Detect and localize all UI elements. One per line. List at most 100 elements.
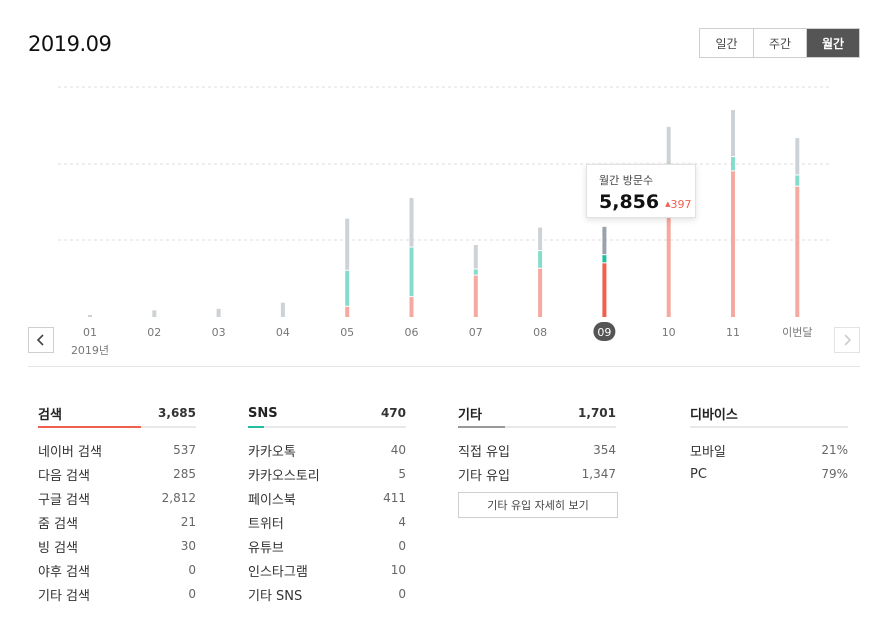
x-tick-label[interactable]: 06 <box>405 326 419 339</box>
other-stat-value: 354 <box>593 443 616 457</box>
sns-stat-label: 기타 SNS <box>248 588 303 604</box>
search-stat-value: 2,812 <box>161 491 196 505</box>
bar-sns[interactable] <box>795 175 800 186</box>
bar-other[interactable] <box>795 138 800 175</box>
bar-other[interactable] <box>731 110 735 157</box>
sns-stat-label: 유튜브 <box>248 540 284 556</box>
search-stat-row: 빙 검색 30 <box>38 534 196 558</box>
bar-sns[interactable] <box>409 247 414 297</box>
device-stat-row: PC 79% <box>690 462 848 486</box>
bar-sns[interactable] <box>473 269 478 275</box>
sns-stat-value: 0 <box>398 587 406 601</box>
chevron-left-icon <box>36 334 44 346</box>
search-stat-row: 네이버 검색 537 <box>38 438 196 462</box>
sns-stat-label: 카카오스토리 <box>248 468 320 484</box>
other-stat-row: 직접 유입 354 <box>458 438 616 462</box>
other-stat-label: 직접 유입 <box>458 444 510 460</box>
bar-search[interactable] <box>602 263 607 317</box>
x-tick-label[interactable]: 이번달 <box>782 326 812 339</box>
search-share-fill <box>38 426 141 428</box>
sns-total: 470 <box>380 406 406 420</box>
bar-search[interactable] <box>731 171 735 317</box>
up-arrow-icon: ▲ <box>665 200 671 208</box>
search-stat-row: 줌 검색 21 <box>38 510 196 534</box>
x-tick-label[interactable]: 01 <box>83 326 97 339</box>
search-stat-value: 21 <box>180 515 196 529</box>
sns-stats: SNS 470 카카오톡 40 카카오스토리 5 페이스북 411 트위터 4 유튜브 0 인스타그… <box>248 400 406 606</box>
bar-other[interactable] <box>216 308 221 317</box>
x-tick-label[interactable]: 11 <box>726 326 740 339</box>
device-stat-label: 모바일 <box>690 444 726 460</box>
search-stat-label: 기타 검색 <box>38 588 90 604</box>
tooltip-delta: ▲397 <box>665 198 692 211</box>
bar-other[interactable] <box>473 244 478 269</box>
sns-stat-row: 카카오톡 40 <box>248 438 406 462</box>
prev-period-button[interactable] <box>28 327 54 353</box>
bar-search[interactable] <box>795 186 800 317</box>
sns-stat-row: 페이스북 411 <box>248 486 406 510</box>
bar-search[interactable] <box>409 297 414 317</box>
search-stat-row: 다음 검색 285 <box>38 462 196 486</box>
year-label: 2019년 <box>71 344 109 357</box>
search-stat-label: 다음 검색 <box>38 468 90 484</box>
other-detail-button[interactable]: 기타 유입 자세히 보기 <box>458 492 618 518</box>
bar-search[interactable] <box>473 275 478 317</box>
bar-search[interactable] <box>538 268 543 317</box>
next-period-button[interactable] <box>834 327 860 353</box>
x-tick-label[interactable]: 10 <box>662 326 676 339</box>
search-title: 검색 <box>38 407 62 423</box>
x-tick-label[interactable]: 08 <box>533 326 547 339</box>
bar-other[interactable] <box>538 227 543 251</box>
tooltip-value: 5,856 <box>599 191 660 213</box>
device-stat-value: 21% <box>821 443 848 457</box>
bar-sns[interactable] <box>731 157 735 171</box>
other-share-bar <box>458 426 616 428</box>
bar-sns[interactable] <box>345 270 350 306</box>
bar-other[interactable] <box>409 197 414 247</box>
device-stat-value: 79% <box>821 467 848 481</box>
x-tick-label[interactable]: 03 <box>212 326 226 339</box>
bar-sns[interactable] <box>602 255 607 263</box>
device-title: 디바이스 <box>690 407 738 423</box>
x-tick-label[interactable]: 07 <box>469 326 483 339</box>
bar-other[interactable] <box>602 226 607 255</box>
visits-chart: 01 02 03 04 05 06 07 08 09 10 11 이번달 2019년 <box>58 86 830 357</box>
x-tick-label[interactable]: 05 <box>340 326 354 339</box>
search-stats: 검색 3,685 네이버 검색 537 다음 검색 285 구글 검색 2,812 줌 검색… <box>38 400 196 606</box>
bar-other[interactable] <box>280 302 285 317</box>
sns-stat-row: 트위터 4 <box>248 510 406 534</box>
sns-stat-value: 10 <box>390 563 406 577</box>
bar-search[interactable] <box>666 217 671 317</box>
other-title: 기타 <box>458 407 482 423</box>
tab-daily[interactable]: 일간 <box>700 29 753 57</box>
other-total: 1,701 <box>578 406 616 420</box>
sns-stat-row: 카카오스토리 5 <box>248 462 406 486</box>
search-stat-value: 537 <box>173 443 196 457</box>
sns-title: SNS <box>248 405 278 421</box>
sns-stat-label: 인스타그램 <box>248 564 308 580</box>
bar-sns[interactable] <box>538 251 543 268</box>
search-stat-row: 구글 검색 2,812 <box>38 486 196 510</box>
search-stat-value: 0 <box>188 563 196 577</box>
page-title: 2019.09 <box>28 32 112 56</box>
search-stat-value: 0 <box>188 587 196 601</box>
x-tick-label[interactable]: 02 <box>147 326 161 339</box>
bar-other[interactable] <box>152 310 157 317</box>
device-stat-row: 모바일 21% <box>690 438 848 462</box>
sns-stat-row: 유튜브 0 <box>248 534 406 558</box>
period-toggle: 일간 주간 월간 <box>699 28 860 58</box>
sns-stat-row: 기타 SNS 0 <box>248 582 406 606</box>
tab-weekly[interactable]: 주간 <box>753 29 806 57</box>
sns-stat-value: 411 <box>383 491 406 505</box>
sns-stat-value: 4 <box>398 515 406 529</box>
search-share-bar <box>38 426 196 428</box>
other-stat-row: 기타 유입 1,347 <box>458 462 616 486</box>
x-tick-label[interactable]: 09 <box>597 326 611 339</box>
bar-search[interactable] <box>345 306 350 317</box>
search-stat-row: 기타 검색 0 <box>38 582 196 606</box>
x-tick-label[interactable]: 04 <box>276 326 290 339</box>
device-bar <box>690 426 848 428</box>
bar-other[interactable] <box>345 218 350 270</box>
tab-monthly[interactable]: 월간 <box>806 29 859 57</box>
bar-other[interactable] <box>88 314 92 317</box>
